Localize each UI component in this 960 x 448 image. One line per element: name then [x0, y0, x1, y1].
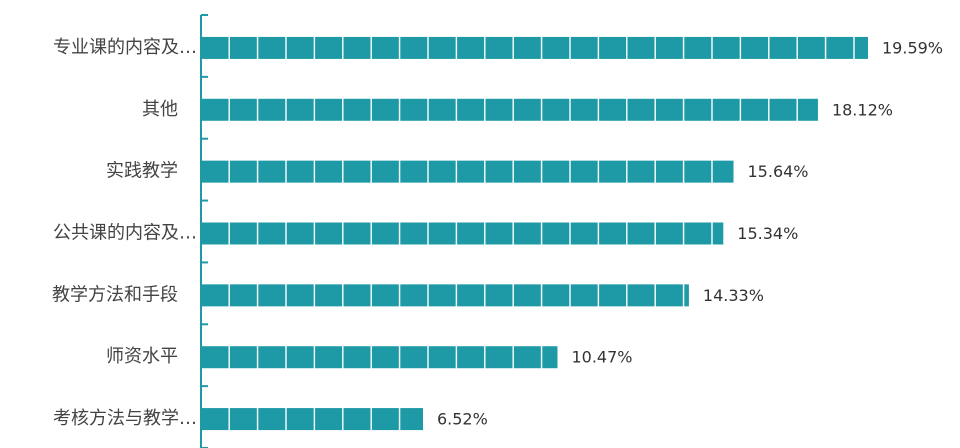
value-label: 19.59%: [882, 38, 943, 57]
value-label: 14.33%: [703, 286, 764, 305]
bar: [201, 160, 734, 183]
bar: [201, 408, 423, 431]
category-label: 其他: [142, 99, 178, 120]
category-label: 师资水平: [106, 346, 178, 367]
category-label: 实践教学: [106, 161, 178, 182]
value-label: 15.64%: [748, 162, 809, 181]
value-label: 15.34%: [737, 224, 798, 243]
value-label: 10.47%: [571, 348, 632, 367]
category-label: 专业课的内容及…: [53, 37, 197, 58]
bar: [201, 284, 689, 307]
category-label: 公共课的内容及…: [53, 223, 197, 244]
value-label: 18.12%: [832, 100, 893, 119]
bar: [201, 98, 818, 121]
bar: [201, 36, 868, 59]
value-label: 6.52%: [437, 410, 488, 429]
category-label: 考核方法与教学…: [53, 408, 197, 429]
bar: [201, 222, 724, 245]
bar: [201, 346, 558, 369]
category-label: 教学方法和手段: [52, 284, 178, 305]
